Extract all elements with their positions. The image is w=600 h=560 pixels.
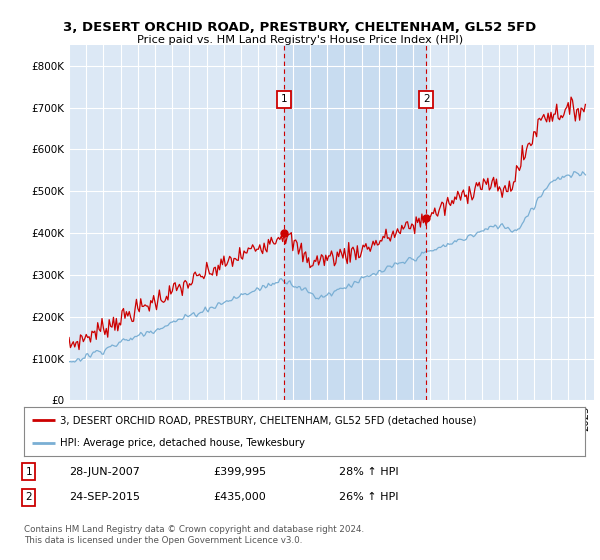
Text: HPI: Average price, detached house, Tewkesbury: HPI: Average price, detached house, Tewk…	[61, 438, 305, 448]
Text: Price paid vs. HM Land Registry's House Price Index (HPI): Price paid vs. HM Land Registry's House …	[137, 35, 463, 45]
Text: £435,000: £435,000	[213, 492, 266, 502]
Text: 24-SEP-2015: 24-SEP-2015	[69, 492, 140, 502]
Text: 28% ↑ HPI: 28% ↑ HPI	[339, 466, 398, 477]
Text: 1: 1	[281, 94, 287, 104]
Text: 28-JUN-2007: 28-JUN-2007	[69, 466, 140, 477]
Text: Contains HM Land Registry data © Crown copyright and database right 2024.
This d: Contains HM Land Registry data © Crown c…	[24, 525, 364, 545]
Text: 1: 1	[25, 466, 32, 477]
Bar	[284, 45, 426, 400]
Text: 3, DESERT ORCHID ROAD, PRESTBURY, CHELTENHAM, GL52 5FD: 3, DESERT ORCHID ROAD, PRESTBURY, CHELTE…	[64, 21, 536, 34]
Text: 2: 2	[25, 492, 32, 502]
Text: £399,995: £399,995	[213, 466, 266, 477]
Text: 2: 2	[423, 94, 430, 104]
Text: 3, DESERT ORCHID ROAD, PRESTBURY, CHELTENHAM, GL52 5FD (detached house): 3, DESERT ORCHID ROAD, PRESTBURY, CHELTE…	[61, 416, 477, 426]
Text: 26% ↑ HPI: 26% ↑ HPI	[339, 492, 398, 502]
